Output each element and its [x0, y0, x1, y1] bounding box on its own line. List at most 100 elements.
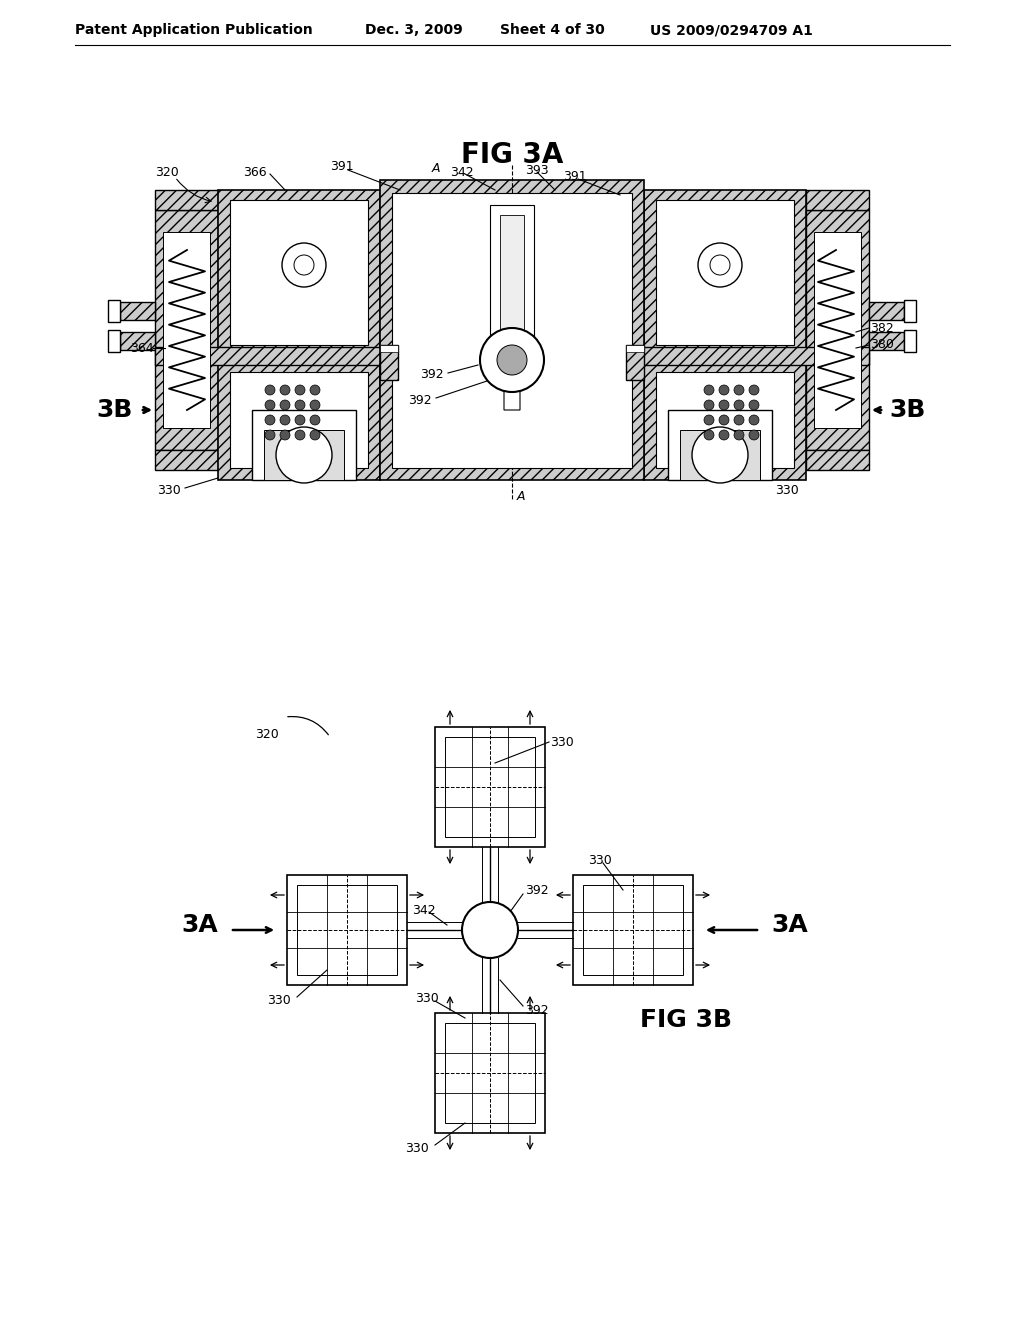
Circle shape — [280, 430, 290, 440]
Text: 3A: 3A — [181, 913, 218, 937]
Text: 366: 366 — [243, 165, 266, 178]
Bar — [120, 333, 155, 350]
Bar — [445, 737, 535, 837]
Circle shape — [295, 400, 305, 411]
Circle shape — [280, 400, 290, 411]
Circle shape — [310, 430, 319, 440]
Text: FIG 3A: FIG 3A — [461, 141, 563, 169]
Bar — [869, 302, 904, 319]
Text: Patent Application Publication: Patent Application Publication — [75, 22, 312, 37]
Bar — [252, 411, 356, 480]
Circle shape — [719, 414, 729, 425]
Bar — [814, 232, 861, 428]
Circle shape — [710, 255, 730, 275]
Text: 3A: 3A — [772, 913, 808, 937]
Bar — [500, 215, 524, 350]
Circle shape — [282, 243, 326, 286]
Text: 3B: 3B — [97, 399, 133, 422]
Text: A: A — [517, 490, 525, 503]
Bar — [573, 875, 693, 985]
Bar — [155, 190, 218, 210]
Bar — [445, 1023, 535, 1123]
Text: 3B: 3B — [890, 399, 926, 422]
Bar — [626, 345, 644, 380]
Circle shape — [749, 400, 759, 411]
Text: 392: 392 — [525, 1003, 549, 1016]
Bar — [644, 190, 806, 360]
Circle shape — [705, 385, 714, 395]
Bar — [297, 884, 397, 975]
Text: 391: 391 — [563, 170, 587, 183]
Bar — [680, 430, 760, 480]
Polygon shape — [482, 362, 542, 411]
Text: 382: 382 — [870, 322, 894, 334]
Text: 330: 330 — [415, 991, 438, 1005]
Bar — [583, 884, 683, 975]
Circle shape — [719, 385, 729, 395]
Text: 330: 330 — [157, 483, 181, 496]
Circle shape — [280, 414, 290, 425]
Bar — [435, 727, 545, 847]
Bar — [904, 300, 916, 322]
Circle shape — [462, 902, 518, 958]
Bar — [218, 360, 380, 480]
Bar — [155, 347, 869, 366]
Circle shape — [705, 400, 714, 411]
Text: FIG 3B: FIG 3B — [640, 1008, 732, 1032]
Circle shape — [280, 385, 290, 395]
Text: 320: 320 — [255, 729, 279, 742]
Polygon shape — [484, 362, 540, 392]
Circle shape — [749, 414, 759, 425]
Bar — [644, 360, 806, 480]
Text: A: A — [432, 161, 440, 174]
Bar — [120, 302, 155, 319]
Circle shape — [734, 385, 744, 395]
Bar — [108, 330, 120, 352]
Circle shape — [705, 414, 714, 425]
Circle shape — [276, 426, 332, 483]
Bar — [163, 232, 210, 428]
Circle shape — [698, 243, 742, 286]
Bar — [806, 450, 869, 470]
Circle shape — [295, 430, 305, 440]
Text: 330: 330 — [588, 854, 611, 866]
Text: 330: 330 — [267, 994, 291, 1006]
Bar — [806, 190, 869, 210]
Circle shape — [294, 255, 314, 275]
Bar — [806, 210, 869, 450]
Circle shape — [719, 400, 729, 411]
Bar — [626, 345, 644, 352]
Text: 320: 320 — [155, 165, 179, 178]
Circle shape — [734, 430, 744, 440]
Bar — [435, 1012, 545, 1133]
Text: US 2009/0294709 A1: US 2009/0294709 A1 — [650, 22, 813, 37]
Bar — [656, 201, 794, 345]
Text: 330: 330 — [550, 735, 573, 748]
Circle shape — [749, 385, 759, 395]
Text: Dec. 3, 2009: Dec. 3, 2009 — [365, 22, 463, 37]
Text: 380: 380 — [870, 338, 894, 351]
Bar — [656, 372, 794, 469]
Circle shape — [310, 400, 319, 411]
Bar — [287, 875, 407, 985]
Bar — [155, 210, 218, 450]
Circle shape — [265, 414, 275, 425]
Circle shape — [734, 414, 744, 425]
Bar — [380, 180, 644, 480]
Text: 393: 393 — [525, 164, 549, 177]
Bar — [218, 190, 380, 360]
Bar — [264, 430, 344, 480]
Text: 330: 330 — [775, 483, 799, 496]
Bar — [108, 300, 120, 322]
Bar — [392, 193, 632, 469]
Circle shape — [310, 414, 319, 425]
Text: 342: 342 — [450, 165, 474, 178]
Circle shape — [265, 430, 275, 440]
Text: 342: 342 — [412, 903, 435, 916]
Bar — [155, 450, 218, 470]
Circle shape — [265, 400, 275, 411]
Bar — [904, 330, 916, 352]
Bar — [380, 345, 398, 352]
Text: 392: 392 — [525, 883, 549, 896]
Text: 364: 364 — [130, 342, 154, 355]
